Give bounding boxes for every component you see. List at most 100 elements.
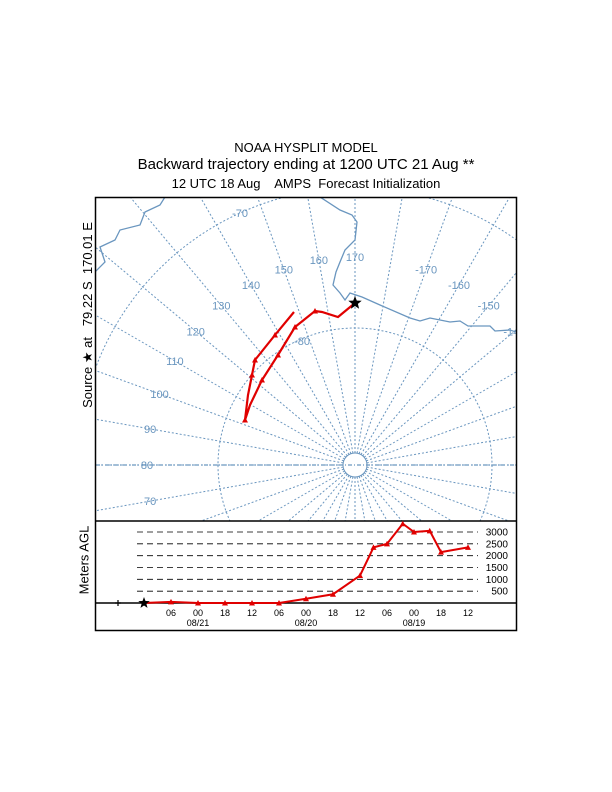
longitude-label: 80 — [141, 460, 153, 472]
height-point — [370, 544, 377, 550]
x-tick-label: 06 — [274, 608, 284, 618]
height-point — [426, 527, 433, 534]
meridian-line — [356, 198, 403, 454]
y-tick-label: 1000 — [486, 575, 509, 586]
trajectory-marker — [292, 324, 298, 330]
longitude-label: 160 — [310, 255, 328, 267]
source-label: Source ★ at 79.22 S 170.01 E — [80, 222, 95, 408]
meridian-line — [200, 468, 344, 521]
longitude-label: 170 — [346, 252, 364, 264]
source-star-icon — [348, 296, 362, 309]
meridian-line — [365, 371, 516, 460]
x-tick-label: 18 — [328, 608, 338, 618]
height-point — [303, 595, 309, 602]
height-point — [384, 540, 390, 547]
longitude-label: -150 — [478, 301, 500, 313]
x-tick-label: 06 — [382, 608, 392, 618]
y-tick-label: 500 — [491, 587, 508, 598]
longitude-label: 90 — [144, 424, 156, 436]
x-tick-label: 00 — [409, 608, 419, 618]
trajectory-marker — [249, 372, 255, 378]
latitude-label: -70 — [232, 208, 248, 220]
trajectory-marker — [259, 377, 265, 383]
map-panel: 170 160 150 140 130 120 110 100 90 80 70 -170 -160 -1… — [96, 198, 525, 521]
longitude-label: 150 — [275, 265, 293, 277]
trajectory-title: Backward trajectory ending at 1200 UTC 2… — [137, 156, 475, 173]
height-point — [357, 572, 363, 579]
longitude-label: 100 — [150, 389, 168, 401]
meridian-line — [366, 466, 516, 494]
meridian-line — [360, 475, 388, 521]
y-tick-label: 2500 — [486, 539, 509, 550]
longitude-label: -140 — [503, 326, 525, 338]
x-tick-label: 00 — [301, 608, 311, 618]
meridian-line — [366, 405, 516, 462]
initialization-subtitle: 12 UTC 18 Aug AMPS Forecast Initializati… — [171, 176, 441, 191]
baseline-marker — [115, 600, 121, 606]
height-point — [276, 600, 282, 606]
longitude-label: -170 — [415, 265, 437, 277]
meridian-line — [257, 198, 352, 454]
trajectory-marker — [242, 417, 248, 423]
trajectory-marker — [272, 332, 278, 338]
longitude-label: 140 — [242, 280, 260, 292]
meridian-line — [307, 198, 354, 454]
meridian-line — [200, 198, 350, 455]
longitude-label: -160 — [448, 280, 470, 292]
date-label: 08/19 — [403, 618, 426, 628]
height-point — [411, 529, 417, 535]
y-tick-label: 2000 — [486, 551, 509, 562]
meridian-line — [362, 473, 403, 521]
trajectory-marker — [252, 357, 258, 363]
longitude-label: 110 — [166, 356, 184, 368]
meridian-line — [358, 476, 376, 521]
meridian-line — [358, 198, 453, 454]
trajectory-line — [243, 302, 356, 421]
latitude-label: -80 — [294, 336, 310, 348]
date-label: 08/20 — [295, 618, 318, 628]
height-point — [195, 600, 201, 606]
height-series-line — [143, 522, 469, 604]
x-tick-label: 12 — [247, 608, 257, 618]
longitude-label: 120 — [186, 326, 204, 338]
model-title: NOAA HYSPLIT MODEL — [234, 140, 378, 155]
figure-frame — [94, 196, 518, 632]
trajectory-marker — [312, 308, 318, 314]
coastline — [96, 198, 166, 272]
coastline — [320, 198, 516, 333]
height-point — [465, 544, 471, 550]
meridian-line — [96, 418, 344, 464]
x-tick-label: 18 — [220, 608, 230, 618]
meridian-line — [130, 198, 348, 457]
height-point — [168, 598, 174, 605]
meridian-line — [287, 472, 347, 521]
x-tick-label: 12 — [463, 608, 473, 618]
height-point — [330, 591, 336, 597]
height-point — [249, 600, 255, 606]
x-tick-label: 12 — [355, 608, 365, 618]
meridian-line — [356, 476, 366, 521]
height-point — [438, 549, 444, 555]
x-tick-label: 18 — [436, 608, 446, 618]
meridian-line — [322, 475, 350, 521]
y-tick-label: 3000 — [486, 528, 509, 539]
height-point — [222, 600, 228, 606]
meridian-line — [344, 476, 354, 521]
height-axis-label: Meters AGL — [76, 525, 92, 595]
meridian-line — [365, 470, 453, 521]
meridian-line — [366, 436, 516, 464]
y-tick-label: 1500 — [486, 563, 509, 574]
longitude-label: 70 — [144, 496, 156, 508]
height-point — [399, 520, 406, 527]
longitude-label: 130 — [212, 301, 230, 313]
meridian-line — [257, 470, 345, 521]
meridian-line — [363, 472, 423, 521]
meridian-line — [96, 370, 344, 462]
date-label: 08/21 — [187, 618, 210, 628]
source-star-icon — [138, 597, 150, 608]
meridian-line — [96, 466, 344, 512]
meridian-line — [363, 329, 516, 458]
